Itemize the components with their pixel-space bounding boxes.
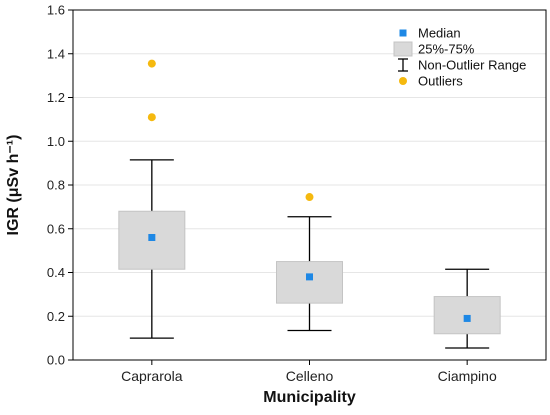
median-marker [306,273,313,281]
legend-box-swatch [393,41,413,57]
iqr-box [276,261,343,304]
x-axis-title: Municipality [263,389,356,406]
legend-outlier-swatch [399,77,407,85]
axis-layer: 0.0 0.2 0.4 0.6 0.8 1.0 1.2 1.4 1.6 Caprarola Cell… [47,3,497,385]
x-tick-label: Caprarola [121,368,183,384]
y-tick-label: 0.6 [47,221,65,236]
y-tick-label: 0.2 [47,309,65,324]
y-tick-label: 1.4 [47,46,65,61]
outlier-point [147,59,156,68]
legend-median-swatch [399,29,407,37]
legend-label-outliers: Outliers [418,74,463,89]
median-marker [463,314,471,322]
legend-label-box: 25%-75% [418,42,475,57]
y-tick-label: 1.0 [47,134,65,149]
x-tick-label: Ciampino [438,368,497,384]
box-group-celleno [276,193,343,332]
x-tick-label: Celleno [286,368,334,384]
plot-layer [118,59,501,349]
y-tick-label: 1.6 [47,3,65,18]
legend-label-median: Median [418,26,461,41]
y-tick-label: 0.8 [47,178,65,193]
legend-label-range: Non-Outlier Range [418,58,526,73]
box-group-caprarola [118,59,186,339]
median-marker [148,234,156,241]
outlier-point [305,193,314,202]
outlier-point [147,113,156,122]
box-group-ciampino [433,268,501,349]
y-tick-label: 1.2 [47,90,65,105]
y-axis-title: IGR (μSv h⁻¹) [5,135,22,236]
y-tick-label: 0.4 [47,265,65,280]
y-tick-label: 0.0 [47,353,65,368]
